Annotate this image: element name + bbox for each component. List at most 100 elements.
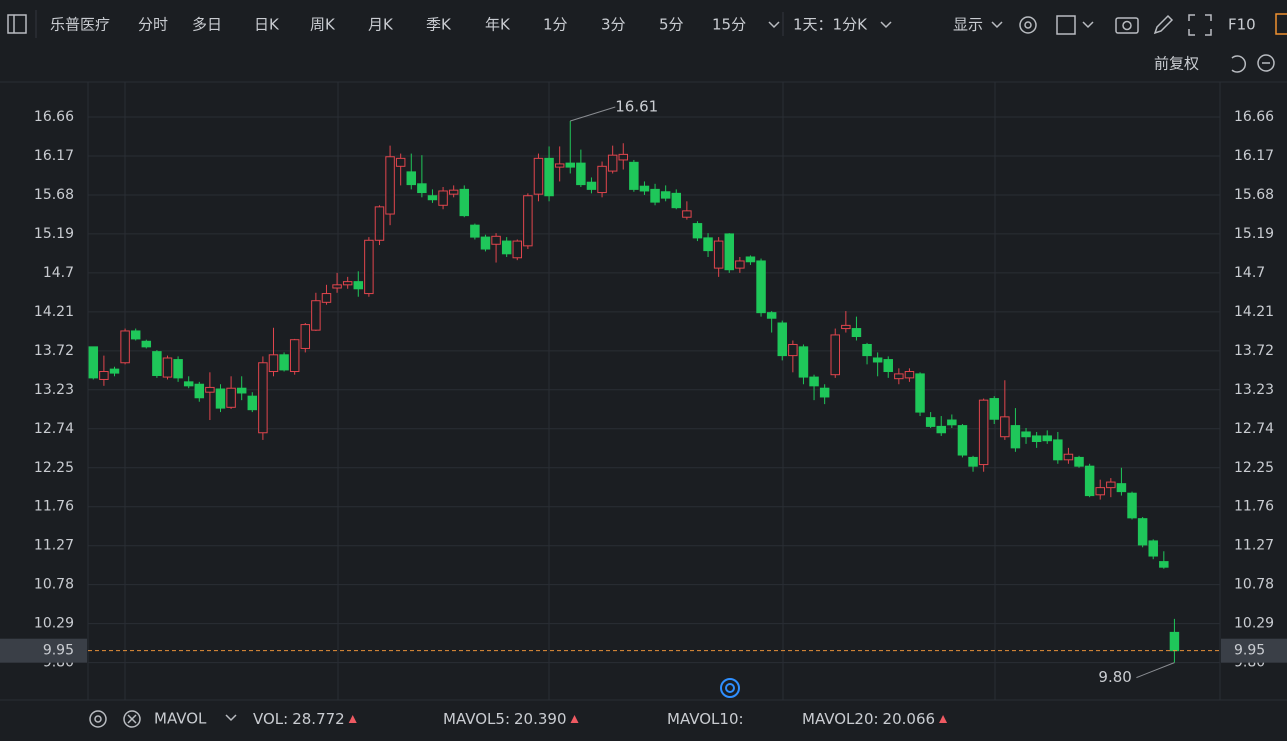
candle <box>576 149 586 187</box>
fullscreen-icon[interactable] <box>1188 14 1212 36</box>
candle <box>1074 455 1084 468</box>
candle <box>152 350 162 378</box>
indicator-name[interactable]: MAVOL <box>154 710 207 728</box>
period-tab[interactable]: 月K <box>368 16 394 34</box>
pen-icon[interactable] <box>1153 14 1174 35</box>
display-menu[interactable]: 显示 <box>953 16 983 34</box>
candle-body <box>1106 481 1116 489</box>
period-tab[interactable]: 季K <box>426 16 452 34</box>
candle <box>618 143 629 170</box>
indicator-settings-icon[interactable] <box>89 710 107 728</box>
camera-icon[interactable] <box>1115 17 1139 34</box>
dropdown-chevron[interactable] <box>1082 21 1094 29</box>
period-tab[interactable]: 15分 <box>712 16 746 34</box>
candle-body <box>554 163 565 168</box>
candle <box>1159 551 1169 569</box>
indicator-dropdown[interactable] <box>225 714 237 722</box>
candle-body <box>650 188 660 203</box>
last-price-box-left <box>0 638 87 663</box>
candle <box>395 153 406 186</box>
y-tick-label-right: 13.72 <box>1234 343 1274 359</box>
period-more[interactable] <box>768 21 780 29</box>
indicator-label: MAVOL20: <box>802 710 879 728</box>
candle-body <box>607 154 618 172</box>
candle <box>205 372 215 421</box>
candle-body <box>311 300 321 331</box>
candle <box>226 376 236 409</box>
candle-body <box>629 161 639 190</box>
period-tab[interactable]: 分时 <box>138 16 168 34</box>
candle <box>1106 478 1116 498</box>
candle <box>512 239 523 261</box>
candle <box>745 255 756 265</box>
period-tab[interactable]: 3分 <box>601 16 626 34</box>
indicator-item: MAVOL10: <box>667 710 744 728</box>
indicator-item: VOL: 28.772 <box>253 710 345 728</box>
candle <box>798 344 809 385</box>
candle <box>1169 618 1180 663</box>
candle <box>639 181 650 195</box>
period-tab[interactable]: 日K <box>254 16 280 34</box>
y-tick-label: 12.74 <box>34 421 74 437</box>
candle-body <box>872 357 883 363</box>
multi-period[interactable]: 1天：1分K <box>793 16 868 34</box>
zoom-out-icon[interactable] <box>1257 54 1275 72</box>
stock-name[interactable]: 乐普医疗 <box>50 16 110 34</box>
candle <box>406 153 417 190</box>
period-tab[interactable]: 周K <box>310 16 336 34</box>
y-tick-label: 16.17 <box>34 148 74 164</box>
candle-body <box>1137 518 1148 546</box>
candle <box>99 355 109 386</box>
settings-icon[interactable] <box>1019 16 1037 34</box>
candle <box>332 272 342 293</box>
candle-body <box>406 171 417 186</box>
candle <box>353 271 364 297</box>
square-icon[interactable] <box>1056 15 1076 35</box>
candle-body <box>597 165 607 194</box>
candle-body <box>576 162 586 186</box>
candle <box>872 352 883 377</box>
candle <box>258 356 268 440</box>
candle <box>1137 517 1148 548</box>
period-tab[interactable]: 1分 <box>543 16 568 34</box>
edge-button[interactable] <box>1275 13 1287 35</box>
candle <box>671 189 681 210</box>
candle-body <box>109 368 120 374</box>
adjust-mode[interactable]: 前复权 <box>1154 55 1199 73</box>
period-tab[interactable]: 5分 <box>659 16 684 34</box>
y-tick-label: 14.7 <box>43 265 74 281</box>
indicator-close-icon[interactable] <box>123 710 141 728</box>
candle <box>1148 539 1158 560</box>
y-tick-label: 10.29 <box>34 616 74 632</box>
candle <box>268 327 279 377</box>
candle-body <box>1074 456 1084 467</box>
period-tab[interactable]: 多日 <box>192 16 222 34</box>
y-tick-label: 11.76 <box>34 499 74 515</box>
sidebar-toggle[interactable] <box>7 14 27 34</box>
y-tick-label: 13.23 <box>34 382 74 398</box>
indicator-value: 28.772 <box>292 710 345 728</box>
display-chevron[interactable] <box>991 21 1003 29</box>
candle <box>364 237 374 297</box>
y-tick-label-right: 10.29 <box>1234 616 1274 632</box>
candle-body <box>194 383 205 399</box>
f10-button[interactable]: F10 <box>1228 16 1256 34</box>
candle <box>448 185 459 198</box>
y-tick-label-right: 14.21 <box>1234 304 1274 320</box>
undo-icon[interactable] <box>1231 55 1247 73</box>
candle <box>1021 427 1031 444</box>
multi-period-chevron[interactable] <box>880 21 892 29</box>
candle-body <box>512 240 523 259</box>
period-tab[interactable]: 年K <box>485 16 511 34</box>
candle <box>1042 430 1052 444</box>
candle <box>311 292 321 331</box>
candle <box>247 392 258 413</box>
candle-body <box>183 381 194 387</box>
y-tick-label-right: 12.25 <box>1234 460 1274 476</box>
candle <box>162 355 173 380</box>
candle <box>236 376 247 401</box>
candle <box>777 320 787 361</box>
indicator-value: 20.066 <box>883 710 936 728</box>
candle-body <box>830 334 840 376</box>
